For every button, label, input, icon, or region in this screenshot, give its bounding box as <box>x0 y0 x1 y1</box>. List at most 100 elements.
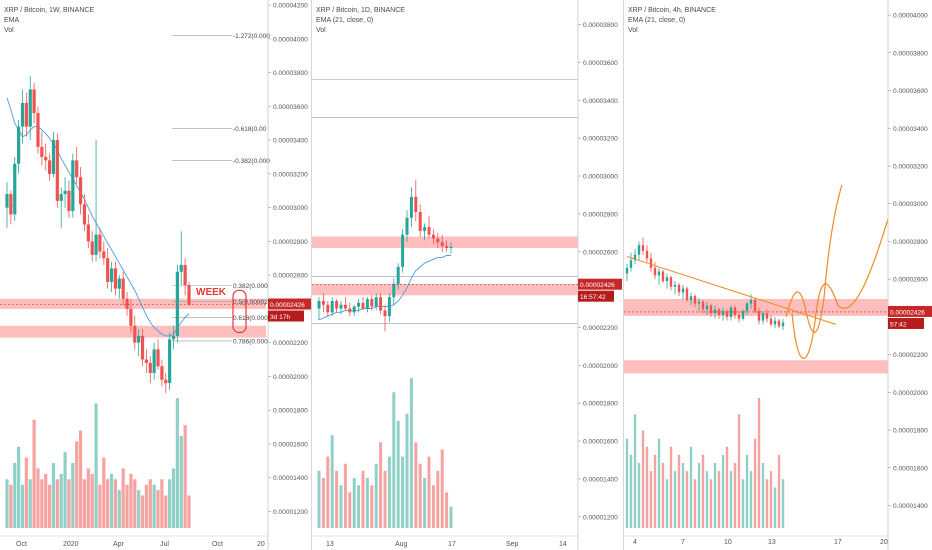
candle[interactable] <box>171 325 176 350</box>
candle[interactable] <box>436 232 440 248</box>
candle[interactable] <box>653 262 657 280</box>
candle[interactable] <box>657 267 661 285</box>
candle[interactable] <box>769 314 773 327</box>
candle[interactable] <box>179 231 183 286</box>
candle[interactable] <box>392 278 396 305</box>
candle[interactable] <box>681 284 685 300</box>
candle[interactable] <box>330 297 334 317</box>
candle[interactable] <box>713 305 717 319</box>
candle[interactable] <box>28 75 32 141</box>
candle[interactable] <box>24 92 28 137</box>
candle[interactable] <box>629 252 633 272</box>
candle[interactable] <box>113 261 118 296</box>
candle[interactable] <box>649 252 653 272</box>
weekly-chart-svg[interactable]: -1.272(0.000 -0.618(0.00 -0.382(0.000 0.382… <box>0 0 311 550</box>
candle[interactable] <box>44 143 48 171</box>
candle[interactable] <box>357 299 361 313</box>
candle[interactable] <box>669 275 673 291</box>
candle[interactable] <box>418 204 422 237</box>
candle[interactable] <box>348 302 352 317</box>
candle[interactable] <box>335 299 339 313</box>
candle[interactable] <box>757 307 761 325</box>
candle[interactable] <box>729 305 733 321</box>
candle[interactable] <box>9 190 13 225</box>
candle[interactable] <box>106 248 110 289</box>
candle[interactable] <box>637 241 641 261</box>
candle[interactable] <box>90 231 94 262</box>
candle[interactable] <box>125 292 129 316</box>
candle[interactable] <box>741 309 745 321</box>
candle[interactable] <box>78 167 83 215</box>
candle[interactable] <box>352 304 356 317</box>
candle[interactable] <box>32 82 36 124</box>
candle[interactable] <box>121 271 125 306</box>
candle[interactable] <box>725 309 729 321</box>
candle[interactable] <box>148 356 152 384</box>
candle[interactable] <box>677 282 681 297</box>
candle[interactable] <box>383 304 387 332</box>
candle[interactable] <box>685 286 689 302</box>
candle[interactable] <box>773 316 777 329</box>
candle[interactable] <box>67 180 71 218</box>
candle[interactable] <box>697 298 701 312</box>
candle[interactable] <box>55 133 59 208</box>
candle[interactable] <box>445 240 449 252</box>
candle[interactable] <box>387 293 391 322</box>
candle[interactable] <box>17 119 21 174</box>
candle[interactable] <box>82 194 87 232</box>
candle[interactable] <box>129 298 133 333</box>
candle[interactable] <box>51 131 56 178</box>
candle[interactable] <box>701 299 705 314</box>
candle[interactable] <box>20 89 25 144</box>
candle[interactable] <box>144 349 149 374</box>
candle[interactable] <box>13 156 17 222</box>
candle[interactable] <box>641 237 645 255</box>
indicator-legend[interactable]: EMA (21, close, 0) <box>628 17 686 24</box>
candle[interactable] <box>183 258 187 296</box>
candle[interactable] <box>431 229 435 245</box>
four-hour-chart-panel[interactable]: 0.00004000 0.00003800 0.00003600 0.00003400… <box>624 0 932 550</box>
candle[interactable] <box>75 146 79 184</box>
candle[interactable] <box>326 300 330 317</box>
candle[interactable] <box>721 307 725 321</box>
candle[interactable] <box>409 187 413 228</box>
candle[interactable] <box>705 301 709 315</box>
candle[interactable] <box>423 223 427 241</box>
candle[interactable] <box>343 297 347 311</box>
candle[interactable] <box>414 179 418 222</box>
candle[interactable] <box>374 293 378 311</box>
candle[interactable] <box>63 177 67 208</box>
candle[interactable] <box>370 295 374 311</box>
candle[interactable] <box>152 342 156 380</box>
weekly-chart-panel[interactable]: -1.272(0.000 -0.618(0.00 -0.382(0.000 0.382… <box>0 0 311 550</box>
candle[interactable] <box>40 131 44 166</box>
candle[interactable] <box>168 332 172 390</box>
candle[interactable] <box>160 359 164 387</box>
candle[interactable] <box>781 318 785 331</box>
candle[interactable] <box>71 153 75 218</box>
candle[interactable] <box>5 182 9 228</box>
candle[interactable] <box>396 263 400 290</box>
candle[interactable] <box>689 292 693 306</box>
candle[interactable] <box>164 373 168 394</box>
candle[interactable] <box>133 315 137 350</box>
candle[interactable] <box>317 297 321 320</box>
candle[interactable] <box>98 227 102 259</box>
candle[interactable] <box>102 241 106 265</box>
candle[interactable] <box>427 215 431 239</box>
four-hour-chart-svg[interactable]: 0.00004000 0.00003800 0.00003600 0.00003400… <box>624 0 932 550</box>
candle[interactable] <box>765 309 769 323</box>
candle[interactable] <box>47 153 52 181</box>
candle[interactable] <box>753 298 757 314</box>
daily-chart-svg[interactable]: 0.00003800 0.00003600 0.00003400 0.00003200… <box>312 0 623 550</box>
candle[interactable] <box>339 300 343 315</box>
candle[interactable] <box>449 242 453 254</box>
candle[interactable] <box>117 275 121 299</box>
candle[interactable] <box>777 318 781 329</box>
candle[interactable] <box>36 106 40 154</box>
volume-legend[interactable]: Vol <box>4 27 14 34</box>
candle[interactable] <box>645 245 649 263</box>
candle[interactable] <box>175 265 179 343</box>
candle[interactable] <box>745 301 749 315</box>
candle[interactable] <box>401 229 405 273</box>
